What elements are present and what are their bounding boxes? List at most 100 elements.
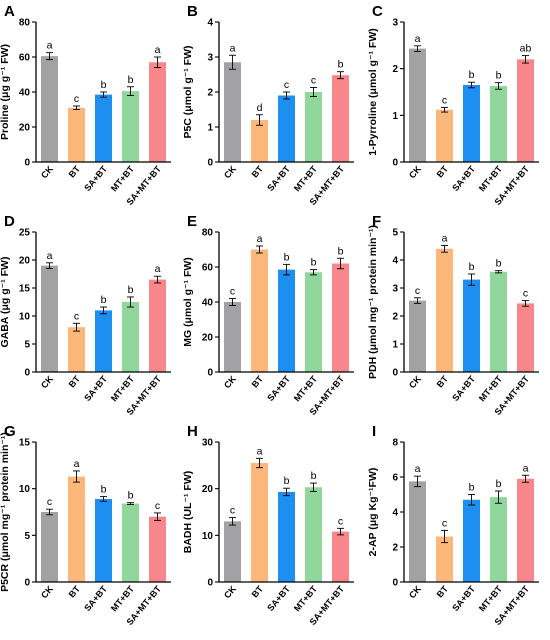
panel-b-significance-2: d — [257, 102, 263, 114]
panel-e-y-tick-label-3: 60 — [202, 263, 214, 274]
panel-c-category-label-3: SA+BT — [450, 163, 477, 193]
panel-a-y-tick-label-1: 20 — [19, 123, 31, 134]
panel-f-y-tick-label-5: 5 — [392, 228, 398, 239]
panel-b-bar-ck — [224, 62, 241, 162]
panel-g-y-tick-label-2: 10 — [19, 484, 31, 495]
panel-c-bar-bt — [436, 109, 453, 162]
panel-g-category-label-2: BT — [67, 583, 83, 599]
panel-f-y-tick-label-4: 4 — [392, 256, 398, 267]
panel-d-significance-4: b — [128, 284, 134, 296]
panel-d-significance-1: a — [47, 250, 53, 262]
panel-b-bar-sa-bt — [278, 95, 295, 162]
panel-i-y-axis-label: 2-AP (μg Kg⁻¹FW) — [367, 468, 379, 557]
panel-f-y-tick-label-1: 1 — [392, 340, 398, 351]
panel-g-error-bar-1 — [46, 508, 53, 516]
panel-i-significance-1: a — [415, 463, 421, 475]
panel-h-significance-1: c — [230, 505, 235, 517]
panel-c-significance-4: b — [496, 70, 502, 82]
panel-a-letter: A — [4, 3, 15, 20]
panel-f-significance-5: c — [523, 288, 528, 300]
panel-h-letter: H — [187, 423, 198, 440]
panel-e-significance-1: c — [230, 286, 235, 298]
panel-i-y-tick-label-1: 2 — [392, 543, 398, 554]
panel-e-y-tick-label-2: 40 — [202, 298, 214, 309]
panel-g-significance-2: a — [74, 458, 80, 470]
panel-b-error-bar-1 — [229, 54, 236, 70]
panel-f-letter: F — [372, 213, 381, 230]
panel-b-y-tick-label-3: 3 — [207, 53, 213, 64]
panel-f-bar-ck — [409, 300, 426, 372]
panel-d-y-tick-label-5: 25 — [19, 228, 31, 239]
panel-c-error-bar-2 — [441, 106, 448, 113]
panel-b-category-label-3: SA+BT — [265, 163, 292, 193]
panel-d-bar-sa-bt — [95, 310, 112, 372]
panel-b-y-axis-label: P5C (μmol g⁻¹ FW) — [182, 45, 194, 138]
panel-a-category-label-2: BT — [67, 163, 83, 179]
panel-h-bar-bt — [251, 463, 268, 582]
panel-a-category-label-1: CK — [39, 163, 55, 180]
panel-b-significance-4: c — [311, 74, 316, 86]
panel-b-significance-5: b — [338, 59, 344, 71]
panel-e-category-label-1: CK — [222, 373, 238, 390]
panel-a-error-bar-1 — [46, 52, 53, 61]
panel-a-y-tick-label-0: 0 — [24, 158, 30, 169]
panel-a-bar-sa-bt — [95, 94, 112, 162]
panel-e-category-label-4: MT+BT — [292, 373, 319, 403]
panel-g-bar-ck — [41, 512, 58, 582]
panel-b-category-label-4: MT+BT — [292, 163, 319, 193]
panel-f-bar-sa-mt-bt — [517, 303, 534, 372]
panel-c-y-tick-label-1: 1 — [392, 111, 398, 122]
panel-c-significance-1: a — [415, 33, 421, 45]
panel-f-y-tick-label-0: 0 — [392, 368, 398, 379]
panel-d-y-tick-label-1: 5 — [24, 340, 30, 351]
panel-i-bar-sa-bt — [463, 499, 480, 582]
panel-f-significance-2: a — [442, 232, 448, 244]
panel-d-error-bar-4 — [127, 296, 134, 308]
panel-d-y-tick-label-3: 15 — [19, 284, 31, 295]
panel-i: I2-AP (μg Kg⁻¹FW) aCKcBTbSA+BTbMT+BTaSA+M… — [367, 423, 539, 627]
panel-f-y-tick-label-3: 3 — [392, 284, 398, 295]
panel-c-bar-sa-bt — [463, 85, 480, 162]
panel-d-error-bar-2 — [73, 322, 80, 332]
panel-h-error-bar-2 — [256, 457, 263, 469]
panel-h-error-bar-4 — [310, 482, 317, 492]
panel-h-bar-sa-bt — [278, 491, 295, 582]
panel-g-y-tick-label-3: 15 — [19, 438, 31, 449]
panel-h-y-tick-label-1: 10 — [202, 531, 214, 542]
panel-f-error-bar-2 — [441, 244, 448, 253]
panel-g-significance-3: b — [101, 484, 107, 496]
panel-f-significance-3: b — [469, 261, 475, 273]
panel-h-y-axis-label: BADH (UL⁻¹ FW) — [182, 471, 194, 554]
panel-a-significance-4: b — [128, 74, 134, 86]
panel-h-bar-mt-bt — [305, 487, 322, 582]
panel-f-significance-1: c — [415, 285, 420, 297]
panel-g-error-bar-4 — [127, 502, 134, 505]
panel-e-y-axis-label: MG (μmol g⁻¹ FW) — [182, 257, 194, 347]
panel-i-y-tick-label-4: 8 — [392, 438, 398, 449]
panel-c-category-label-1: CK — [407, 163, 423, 180]
panel-c-y-axis-label: 1-Pyrroline (μmol g⁻¹ FW) — [367, 28, 379, 155]
panel-f-error-bar-1 — [414, 297, 421, 304]
panel-c-error-bar-5 — [522, 55, 529, 64]
panel-h-error-bar-1 — [229, 517, 236, 526]
panel-b-category-label-1: CK — [222, 163, 238, 180]
panel-i-category-label-4: MT+BT — [477, 583, 504, 613]
panel-b-error-bar-5 — [337, 71, 344, 80]
panel-e-y-tick-label-1: 20 — [202, 333, 214, 344]
panel-e-bar-bt — [251, 249, 268, 372]
panel-e-bar-sa-bt — [278, 269, 295, 372]
panel-d-bar-ck — [41, 265, 58, 372]
panel-h-y-tick-label-3: 30 — [202, 438, 214, 449]
panel-d-y-tick-label-0: 0 — [24, 368, 30, 379]
panel-d-category-label-2: BT — [67, 373, 83, 389]
panel-e-significance-4: b — [311, 257, 317, 269]
panel-c-letter: C — [372, 3, 383, 20]
panel-c-y-tick-label-3: 3 — [392, 18, 398, 29]
panel-i-y-tick-label-0: 0 — [392, 578, 398, 589]
panel-i-error-bar-2 — [441, 529, 448, 544]
panel-h-category-label-4: MT+BT — [292, 583, 319, 613]
